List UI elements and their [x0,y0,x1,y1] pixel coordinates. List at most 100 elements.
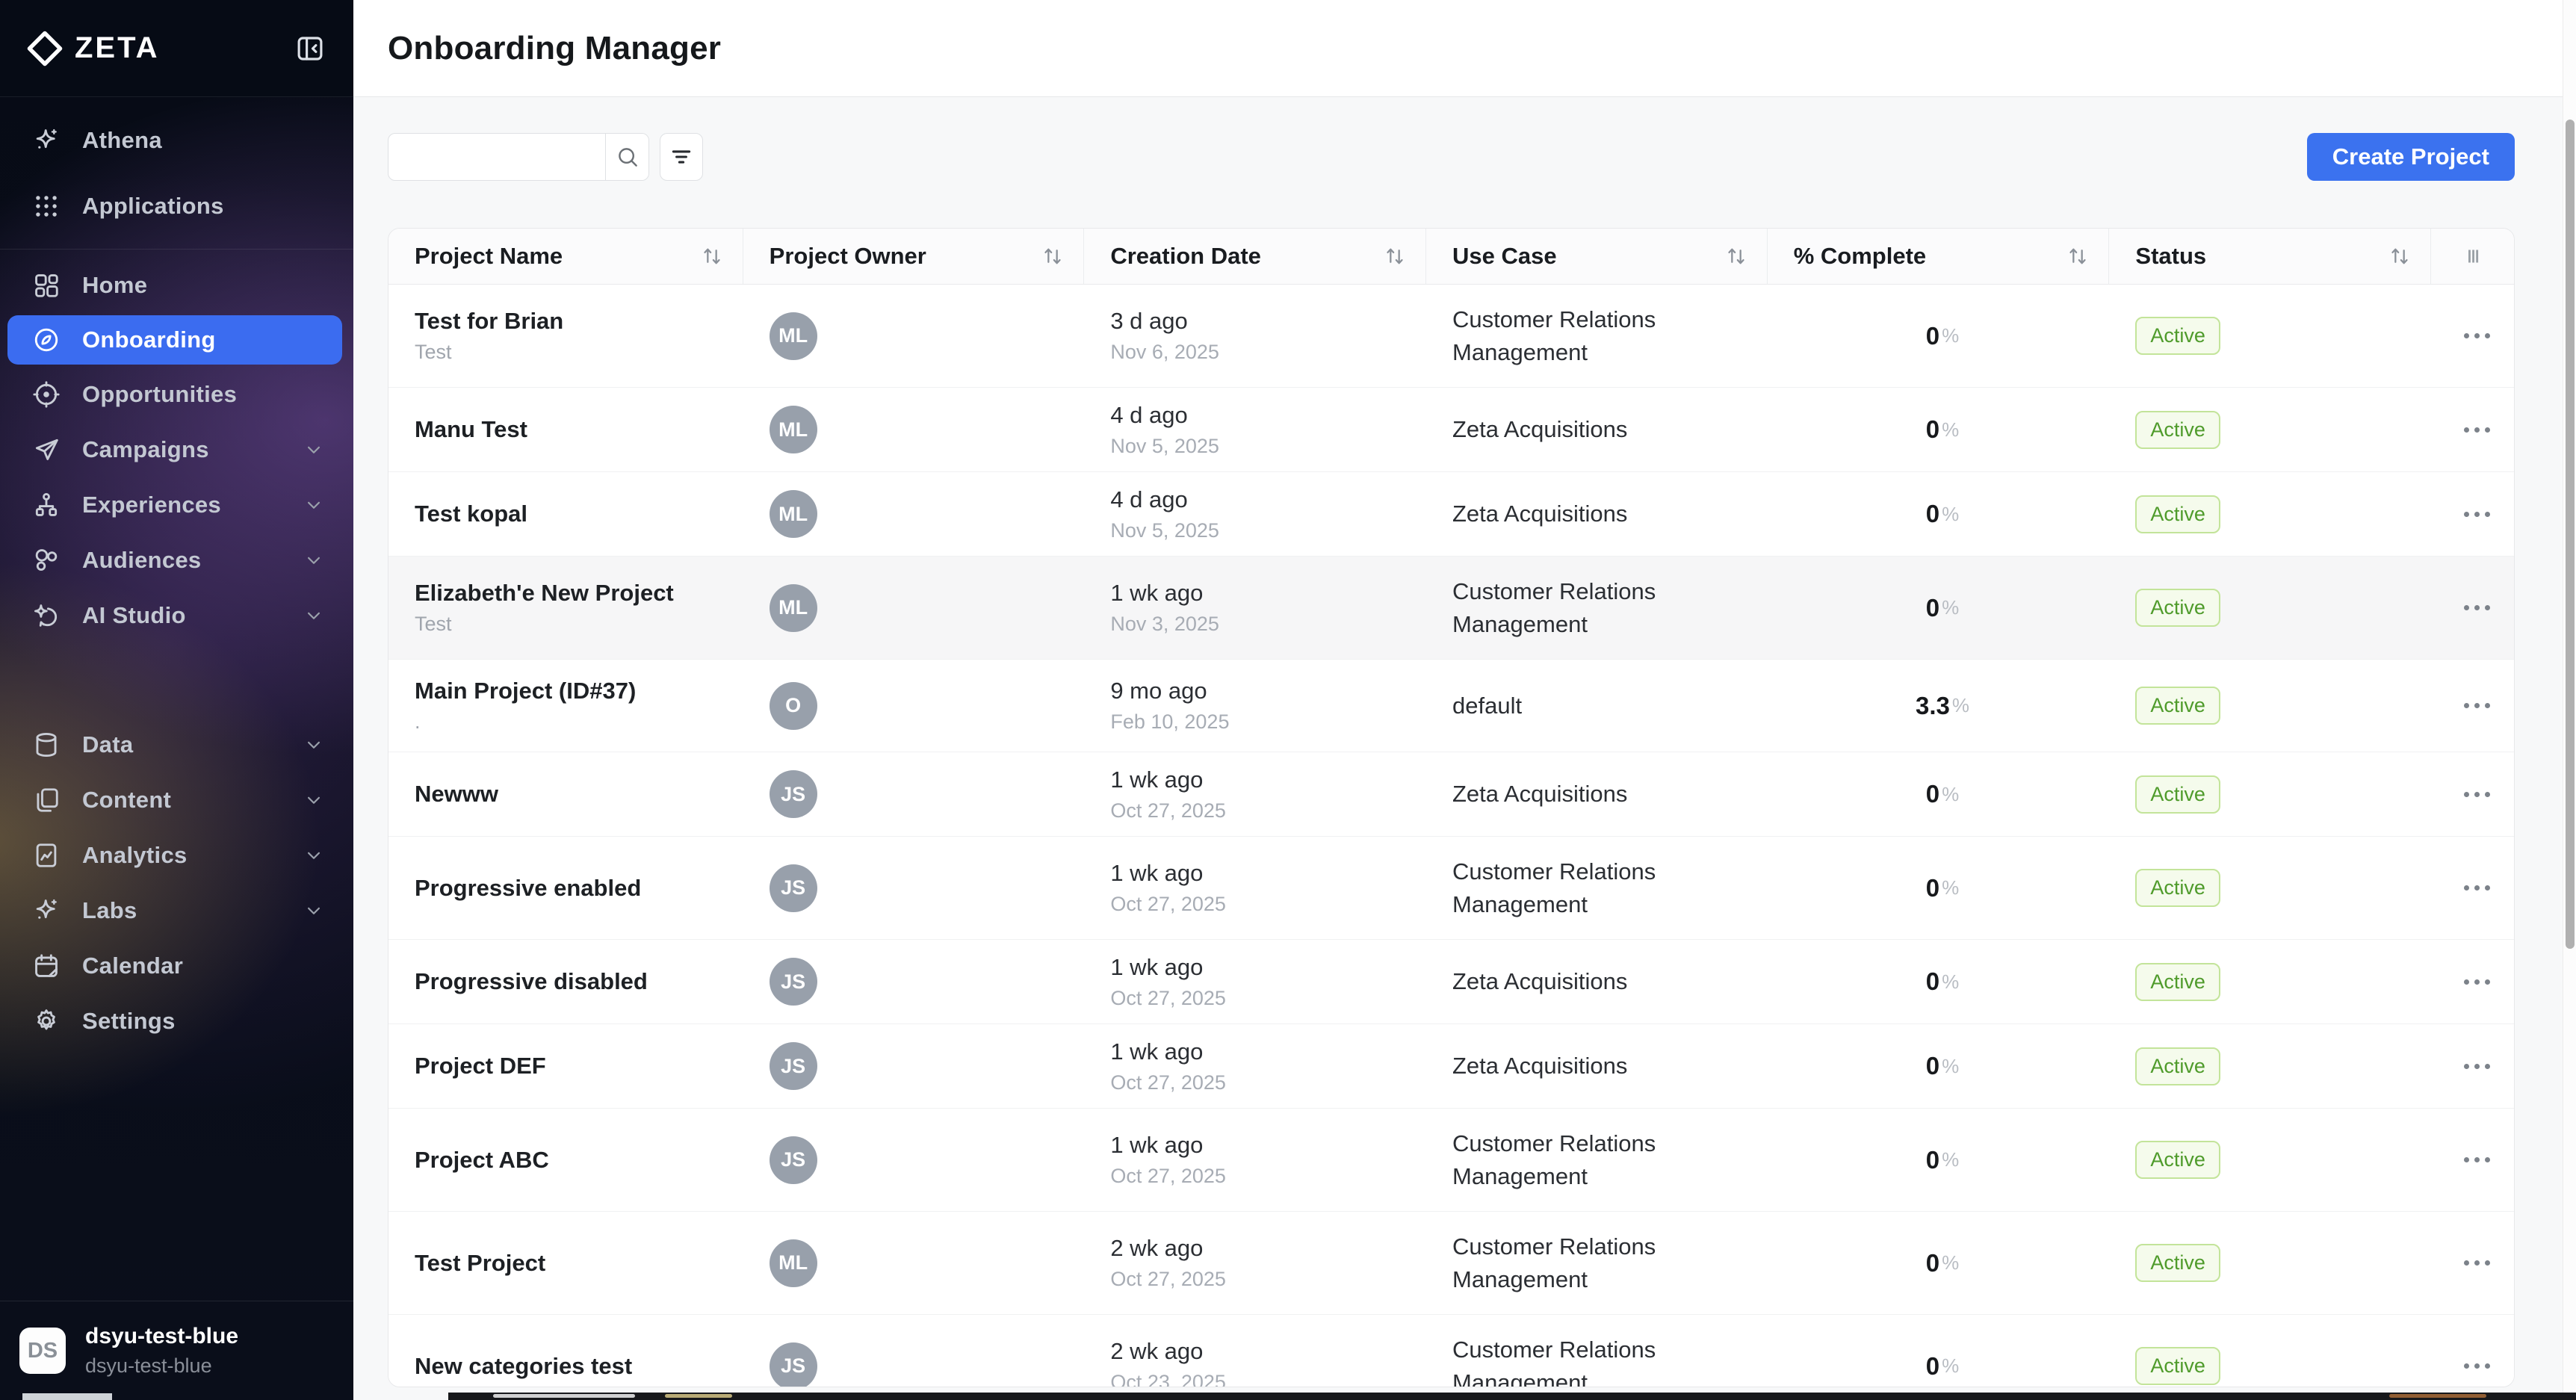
sidebar-item-athena[interactable]: Athena [0,108,353,173]
user-panel[interactable]: DS dsyu-test-blue dsyu-test-blue [0,1301,353,1400]
chevron-down-icon [303,549,325,572]
table-row[interactable]: Test Project ML 2 wk ago Oct 27, 2025 Custom… [388,1212,2514,1315]
cell-use-case: Customer Relations Management [1426,1109,1768,1211]
owner-avatar: O [769,681,817,730]
cell-use-case: Zeta Acquisitions [1426,1024,1768,1108]
row-actions-button[interactable] [2456,420,2498,440]
table-row[interactable]: Elizabeth'e New Project Test ML 1 wk ago Nov… [388,557,2514,660]
ellipsis-dot [2463,605,2469,610]
ellipsis-dot [2463,791,2469,797]
project-name: Test Project [415,1249,546,1276]
cell-use-case: Zeta Acquisitions [1426,388,1768,471]
row-actions-button[interactable] [2456,1150,2498,1170]
table-row[interactable]: Manu Test ML 4 d ago Nov 5, 2025 Zeta Acquis… [388,388,2514,472]
cell-use-case: Zeta Acquisitions [1426,752,1768,836]
column-header-status[interactable]: Status [2109,229,2432,284]
owner-avatar: ML [769,583,817,632]
chevron-down-icon [303,899,325,922]
row-actions-button[interactable] [2456,878,2498,898]
sidebar-item-settings[interactable]: Settings [0,994,353,1049]
sidebar-item-onboarding[interactable]: Onboarding [7,315,342,365]
creation-age: 1 wk ago [1110,766,1204,793]
search-input[interactable] [388,134,605,180]
table-row[interactable]: Progressive disabled JS 1 wk ago Oct 27, 20… [388,940,2514,1024]
status-badge: Active [2135,1047,2220,1085]
sidebar-item-opportunities[interactable]: Opportunities [0,367,353,422]
status-badge: Active [2135,1141,2220,1179]
chevron-down-icon [303,789,325,811]
row-actions-button[interactable] [2456,1356,2498,1376]
row-actions-button[interactable] [2456,784,2498,805]
column-header-use-case[interactable]: Use Case [1426,229,1768,284]
ellipsis-dot [2484,1363,2490,1369]
percent-sign: % [1951,694,1969,716]
sidebar-item-experiences[interactable]: Experiences [0,477,353,533]
cell-percent-complete: 0% [1768,837,2110,939]
sidebar-item-ai-studio[interactable]: AI Studio [0,588,353,643]
use-case: Customer Relations Management [1452,577,1656,637]
cell-use-case: Customer Relations Management [1426,1315,1768,1387]
percent-value: 0 [1925,500,1940,527]
creation-date: Nov 5, 2025 [1110,434,1219,457]
sidebar-item-audiences[interactable]: Audiences [0,533,353,588]
table-row[interactable]: Project DEF JS 1 wk ago Oct 27, 2025 Zeta Ac… [388,1024,2514,1109]
table-row[interactable]: Test kopal ML 4 d ago Nov 5, 2025 Zeta Acqui… [388,472,2514,557]
column-header-project-name[interactable]: Project Name [388,229,743,284]
column-header-complete[interactable]: % Complete [1768,229,2110,284]
sidebar-item-labs[interactable]: Labs [0,883,353,938]
sidebar-item-applications[interactable]: Applications [0,173,353,239]
table-row[interactable]: Test for Brian Test ML 3 d ago Nov 6, 2025 Cu… [388,285,2514,388]
table-row[interactable]: Progressive enabled JS 1 wk ago Oct 27, 202… [388,837,2514,940]
sidebar-item-data[interactable]: Data [0,717,353,772]
percent-sign: % [1942,596,1960,619]
creation-date: Oct 27, 2025 [1110,893,1226,915]
sidebar-item-home[interactable]: Home [0,258,353,313]
table-row[interactable]: New categories test JS 2 wk ago Oct 23, 202… [388,1315,2514,1387]
sidebar-item-label: Labs [82,897,137,923]
create-project-button[interactable]: Create Project [2306,133,2515,181]
cell-use-case: Zeta Acquisitions [1426,472,1768,556]
column-header-creation-date[interactable]: Creation Date [1084,229,1427,284]
cell-project-name: Test Project [388,1212,743,1314]
cell-actions [2431,660,2514,752]
filter-button[interactable] [660,133,703,181]
table-row[interactable]: Main Project (ID#37). O 9 mo ago Feb 10, 20… [388,660,2514,752]
ellipsis-dot [2474,1363,2480,1369]
cell-project-owner: JS [743,1024,1085,1108]
row-actions-button[interactable] [2456,598,2498,618]
bottom-edge-fragment [448,1393,2576,1400]
use-case: Customer Relations Management [1452,1233,1656,1292]
cell-status: Active [2109,1212,2431,1314]
sidebar-collapse-button[interactable] [292,31,328,66]
ellipsis-dot [2484,885,2490,891]
table-header-row: Project Name Project Owner Creation Date Us… [388,229,2514,285]
vertical-scrollbar[interactable] [2563,0,2576,1400]
cell-percent-complete: 0% [1768,1212,2110,1314]
row-actions-button[interactable] [2456,326,2498,346]
sidebar-item-calendar[interactable]: Calendar [0,938,353,994]
use-case: Zeta Acquisitions [1452,968,1628,994]
status-badge: Active [2135,589,2220,627]
sidebar-item-analytics[interactable]: Analytics [0,828,353,883]
owner-avatar: ML [769,406,817,453]
ellipsis-dot [2484,511,2490,517]
cell-project-name: Test kopal [388,472,743,556]
row-actions-button[interactable] [2456,972,2498,992]
scrollbar-thumb[interactable] [2566,120,2575,949]
page-header: Onboarding Manager [353,0,2576,97]
project-name: Progressive enabled [415,874,642,901]
percent-value: 0 [1925,593,1940,622]
row-actions-button[interactable] [2456,504,2498,524]
sidebar-item-label: Onboarding [82,326,216,353]
search-button[interactable] [605,134,648,180]
row-actions-button[interactable] [2456,696,2498,716]
table-row[interactable]: Newww JS 1 wk ago Oct 27, 2025 Zeta Acquisit… [388,752,2514,837]
use-case: Zeta Acquisitions [1452,501,1628,527]
row-actions-button[interactable] [2456,1056,2498,1077]
column-settings-button[interactable] [2431,229,2514,284]
row-actions-button[interactable] [2456,1253,2498,1273]
column-header-project-owner[interactable]: Project Owner [743,229,1085,284]
sidebar-item-campaigns[interactable]: Campaigns [0,422,353,477]
sidebar-item-content[interactable]: Content [0,772,353,828]
table-row[interactable]: Project ABC JS 1 wk ago Oct 27, 2025 Custome… [388,1109,2514,1212]
